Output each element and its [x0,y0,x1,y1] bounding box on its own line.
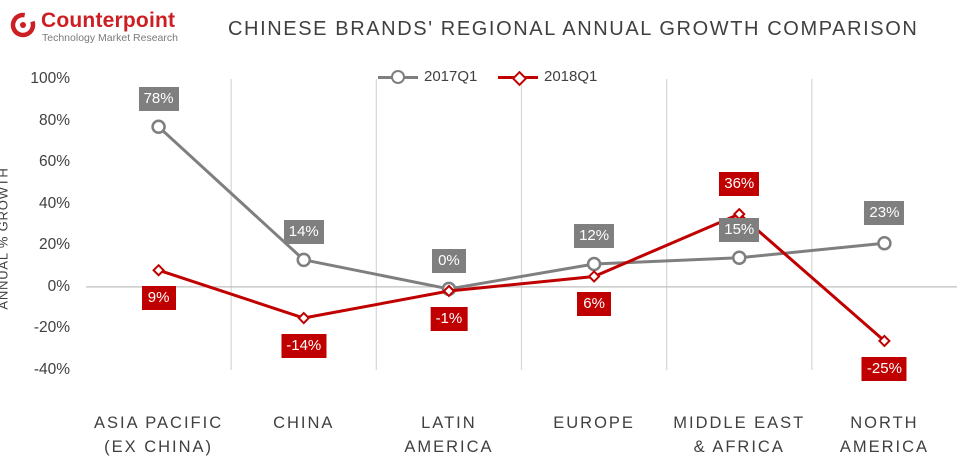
data-point-2017q1 [877,235,892,251]
data-point-2017q1 [296,252,311,268]
circle-marker-icon [391,70,405,84]
legend-label-2018q1: 2018Q1 [544,68,598,85]
x-category-label-line: AMERICA [839,438,929,456]
data-point-2018q1 [587,270,601,283]
y-tick-label: -40% [33,361,70,378]
x-category-label-line: MIDDLE EAST [673,414,806,432]
y-tick-label: 40% [38,194,70,212]
y-tick-label: 80% [38,111,70,129]
x-category-label-line: AMERICA [404,438,494,456]
data-point-2018q1 [878,334,891,348]
x-category-label-line: EUROPE [553,414,635,432]
data-label-2018q1: -25% [861,356,907,381]
data-label-2017q1: 78% [138,86,179,111]
logo-name: Counterpoint [41,9,176,32]
y-tick-label: 100% [30,70,70,87]
data-point-2018q1 [152,263,165,277]
data-label-2018q1: -14% [281,334,327,359]
data-point-2018q1 [442,284,456,298]
y-tick-label: 60% [38,153,70,171]
series-line-2017q1 [157,125,885,291]
data-label-2018q1: 6% [577,292,612,317]
y-tick-label: 20% [38,236,70,254]
x-category-label-line: NORTH [850,414,919,432]
series-line-2018q1 [158,212,886,343]
chart-title: CHINESE BRANDS' REGIONAL ANNUAL GROWTH C… [228,18,919,40]
data-label-2017q1: 15% [719,217,760,242]
data-label-2017q1: 23% [864,201,905,226]
x-category-label: NORTH AMERICA [804,411,964,459]
data-label-2017q1: 14% [283,219,324,244]
logo-tagline: Technology Market Research [42,32,178,44]
y-tick-label: -20% [33,319,70,337]
counterpoint-logo: Counterpoint Technology Market Research [10,9,210,50]
counterpoint-logo-icon [10,12,36,38]
data-point-2018q1 [297,311,311,325]
data-label-2017q1: 0% [431,248,466,273]
x-category-label: ASIA PACIFIC (EX CHINA) [79,411,239,459]
data-label-2018q1: 36% [719,172,760,197]
x-category-label-line: & AFRICA [693,438,785,456]
x-category-label: LATIN AMERICA [369,411,529,459]
x-category-label: MIDDLE EAST & AFRICA [659,411,819,459]
legend-label-2017q1: 2017Q1 [424,68,478,85]
data-point-2017q1 [151,119,166,135]
x-category-label-line: (EX CHINA) [104,438,214,456]
x-category-label-line: LATIN [421,414,477,432]
data-label-2018q1: 9% [141,286,176,311]
data-point-2017q1 [586,256,602,272]
data-label-2017q1: 12% [574,223,615,248]
data-point-2017q1 [732,250,747,266]
x-category-label-line: ASIA PACIFIC [94,414,224,432]
x-category-label-line: CHINA [273,414,335,432]
y-tick-label: 0% [47,277,70,295]
data-label-2018q1: -1% [430,307,468,331]
x-category-label: CHINA [224,411,384,435]
x-category-label: EUROPE [514,411,674,435]
